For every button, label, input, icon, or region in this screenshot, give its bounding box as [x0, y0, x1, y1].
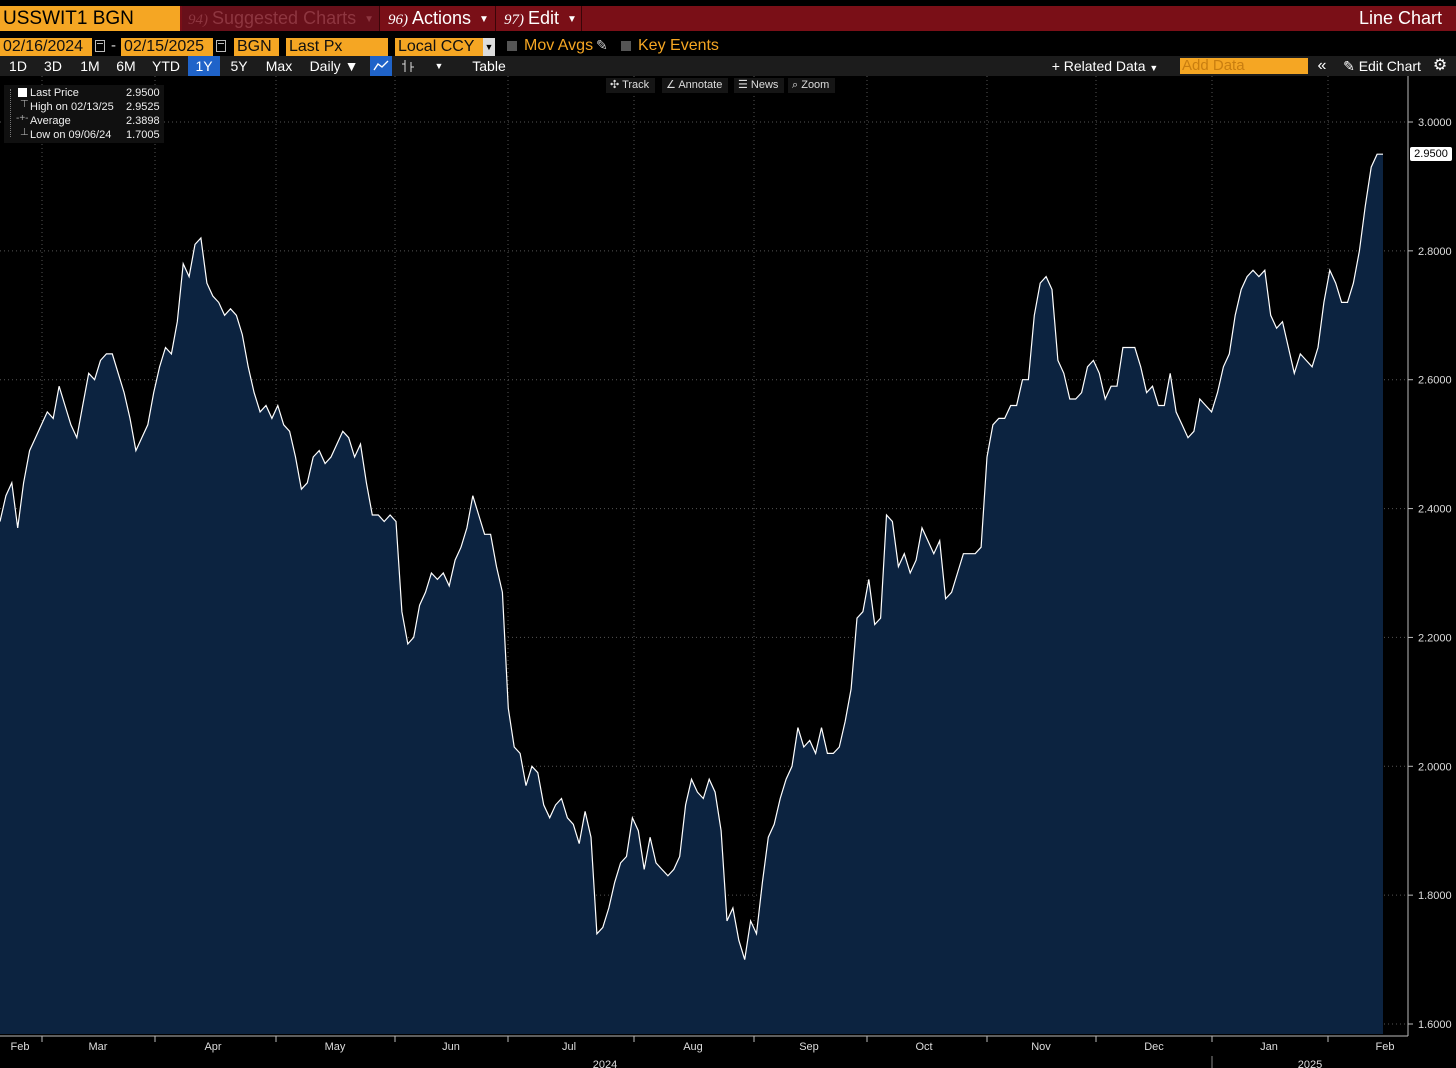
bar-chart-icon[interactable] [396, 56, 420, 76]
x-tick-label: Jan [1260, 1041, 1278, 1053]
y-tick-label: 3.0000 [1418, 117, 1452, 129]
edit-chart-button[interactable]: ✎ Edit Chart [1343, 58, 1421, 74]
edit-label: Edit [528, 8, 560, 28]
chart-canvas[interactable]: 3.0000 2.8000 2.6000 2.4000 2.2000 2.0000 1.80… [0, 76, 1456, 1068]
mov-avgs-checkbox[interactable] [507, 41, 517, 51]
legend-bracket [10, 89, 12, 137]
legend-high-value: 2.9525 [126, 101, 160, 113]
legend-average-value: 2.3898 [126, 115, 160, 127]
x-tick-label: May [325, 1041, 346, 1053]
range-tab-6m[interactable]: 6M [116, 58, 136, 74]
currency-selector[interactable]: Local CCY [395, 38, 483, 56]
x-tick-label: Jun [442, 1041, 460, 1053]
x-tick-label: Aug [683, 1041, 703, 1053]
news-tool[interactable]: ☰ News [734, 78, 785, 93]
x-year-label: 2025 [1298, 1059, 1322, 1068]
mov-avgs-label: Mov Avgs [524, 37, 594, 54]
chart-style-dropdown-icon[interactable]: ▼ [434, 61, 444, 71]
x-tick-label: Feb [11, 1041, 30, 1053]
last-value-label: 2.9500 [1410, 147, 1452, 162]
edit-button[interactable]: 97) Edit ▼ [498, 6, 582, 31]
zoom-label: Zoom [801, 79, 830, 91]
high-marker-icon: ⊤ [20, 99, 29, 110]
y-tick-label: 2.8000 [1418, 246, 1452, 258]
table-button[interactable]: Table [472, 58, 506, 74]
suggested-charts-button[interactable]: 94) Suggested Charts ▼ [182, 6, 380, 31]
legend-average-label: Average [30, 115, 71, 127]
calendar-icon[interactable] [95, 40, 105, 52]
ticker-field[interactable]: USSWIT1 BGN Curnc [0, 6, 180, 54]
range-tab-1y[interactable]: 1Y [188, 56, 220, 76]
caret-down-icon: ▼ [479, 13, 489, 25]
currency-dropdown-icon[interactable]: ▼ [483, 38, 495, 56]
track-tool[interactable]: ✣ Track [606, 78, 656, 93]
legend-last-price-label: Last Price [30, 87, 79, 99]
range-tab-5y[interactable]: 5Y [230, 58, 248, 74]
legend-last-price-value: 2.9500 [126, 87, 160, 99]
source-field[interactable]: BGN [234, 38, 279, 56]
price-area-fill [0, 154, 1383, 1034]
x-tick-label: Sep [799, 1041, 819, 1053]
legend-low-label: Low on 09/06/24 [30, 129, 112, 141]
pencil-icon[interactable]: ✎ [596, 37, 608, 53]
x-tick-label: Jul [562, 1041, 576, 1053]
field-selector[interactable]: Last Px [286, 38, 388, 56]
legend-low-value: 1.7005 [126, 129, 160, 141]
x-year-label: 2024 [593, 1059, 617, 1068]
key-events-label: Key Events [638, 37, 719, 54]
calendar-icon[interactable] [216, 40, 226, 52]
x-tick-label: Oct [915, 1041, 932, 1053]
range-tab-max[interactable]: Max [265, 58, 293, 74]
low-marker-icon: ⊥ [20, 127, 29, 138]
y-tick-label: 1.8000 [1418, 890, 1452, 902]
related-data-label: Related Data [1063, 58, 1146, 74]
legend-high-label: High on 02/13/25 [30, 101, 114, 113]
related-data-button[interactable]: + Related Data ▼ [1051, 58, 1159, 74]
track-label: Track [622, 79, 650, 91]
toolbar [0, 56, 1456, 76]
y-tick-label: 2.4000 [1418, 504, 1452, 516]
suggested-charts-num: 94) [188, 12, 208, 28]
chart-type-title: Line Chart [1358, 8, 1442, 28]
annotate-tool[interactable]: ∠ Annotate [662, 78, 729, 93]
range-tab-1d[interactable]: 1D [9, 58, 27, 74]
gear-icon[interactable]: ⚙ [1432, 57, 1448, 74]
range-tab-3d[interactable]: 3D [44, 58, 62, 74]
price-line [0, 153, 1383, 960]
annotate-label: Annotate [678, 79, 723, 91]
last-price-swatch [18, 88, 27, 97]
edit-num: 97) [504, 12, 524, 28]
key-events-checkbox[interactable] [621, 41, 631, 51]
x-tick-label: Dec [1144, 1041, 1164, 1053]
date-separator: - [111, 37, 116, 54]
actions-button[interactable]: 96) Actions ▼ [382, 6, 496, 31]
average-marker-icon: -+- [16, 113, 29, 124]
x-tick-label: Apr [204, 1041, 221, 1053]
frequency-label: Daily [309, 58, 341, 74]
x-tick-label: Feb [1376, 1041, 1395, 1053]
y-tick-label: 2.0000 [1418, 761, 1452, 773]
actions-label: Actions [412, 8, 472, 28]
caret-down-icon: ▼ [364, 13, 374, 25]
collapse-icon[interactable]: « [1317, 57, 1327, 74]
line-chart-icon[interactable] [370, 56, 392, 76]
start-date-field[interactable]: 02/16/2024 [0, 38, 92, 56]
x-tick-label: Nov [1031, 1041, 1051, 1053]
suggested-charts-label: Suggested Charts [212, 8, 357, 28]
caret-down-icon: ▼ [567, 13, 577, 25]
news-label: News [750, 79, 779, 91]
range-tab-ytd[interactable]: YTD [152, 58, 180, 74]
chart-legend[interactable]: Last Price 2.9500 ⊤ High on 02/13/25 2.9… [4, 85, 164, 143]
y-tick-label: 2.2000 [1418, 632, 1452, 644]
zoom-tool[interactable]: ⌕ Zoom [788, 78, 836, 93]
actions-num: 96) [388, 12, 408, 28]
range-tab-1m[interactable]: 1M [80, 58, 100, 74]
edit-chart-label: Edit Chart [1358, 58, 1421, 74]
y-tick-label: 1.6000 [1418, 1019, 1452, 1031]
add-data-input[interactable]: Add Data [1180, 58, 1308, 74]
frequency-selector[interactable]: Daily ▼ [309, 58, 359, 74]
x-tick-label: Mar [89, 1041, 108, 1053]
end-date-field[interactable]: 02/15/2025 [121, 38, 213, 56]
y-tick-label: 2.6000 [1418, 375, 1452, 387]
